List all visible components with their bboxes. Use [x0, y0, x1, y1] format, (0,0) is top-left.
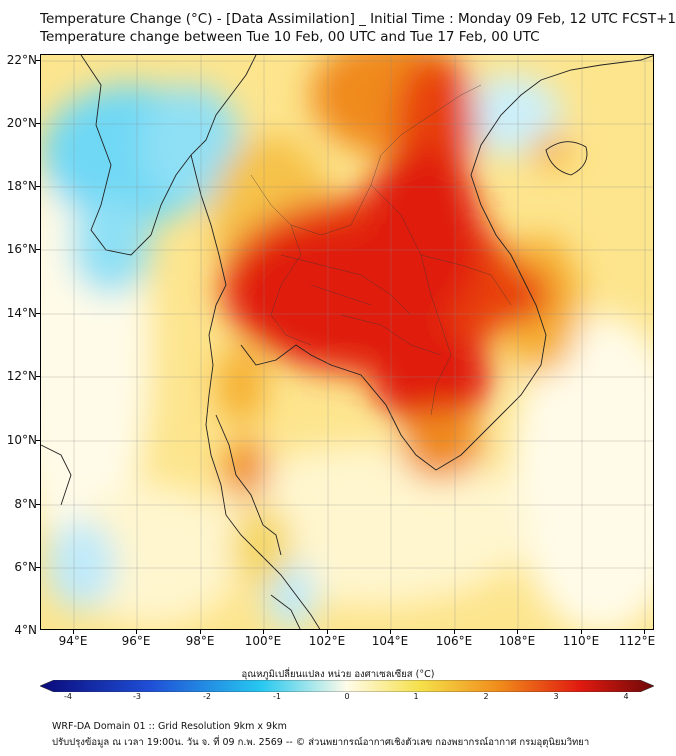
map-canvas [41, 55, 653, 629]
colorbar-tick-2: 2 [483, 692, 489, 701]
lon-label-104e: 104°E [371, 634, 409, 648]
lon-label-108e: 108°E [498, 634, 536, 648]
colorbar-tick-4: 4 [623, 692, 629, 701]
lat-tick [36, 60, 40, 61]
lat-tick [36, 123, 40, 124]
lon-label-98e: 98°E [185, 634, 215, 648]
lat-label-14n: 14°N [6, 306, 37, 320]
map-title: Temperature Change (°C) - [Data Assimila… [40, 11, 676, 27]
lon-label-100e: 100°E [244, 634, 282, 648]
lat-label-20n: 20°N [6, 116, 37, 130]
lat-tick [36, 249, 40, 250]
temperature-change-map [40, 54, 654, 630]
lat-label-18n: 18°N [6, 179, 37, 193]
lon-tick [136, 630, 137, 634]
lon-tick [327, 630, 328, 634]
footer-model-info: WRF-DA Domain 01 :: Grid Resolution 9km … [52, 721, 287, 732]
lon-tick [517, 630, 518, 634]
lon-tick [200, 630, 201, 634]
lon-tick [581, 630, 582, 634]
colorbar-tick-3: 3 [553, 692, 559, 701]
colorbar-tick-neg2: -2 [203, 692, 211, 701]
footer-update-info: ปรับปรุงข้อมูล ณ เวลา 19:00น. วัน จ. ที่… [52, 737, 590, 748]
lat-label-8n: 8°N [14, 497, 37, 511]
lat-label-10n: 10°N [6, 433, 37, 447]
lat-label-22n: 22°N [6, 53, 37, 67]
lon-label-106e: 106°E [435, 634, 473, 648]
lon-tick [263, 630, 264, 634]
lon-label-96e: 96°E [121, 634, 151, 648]
temperature-field [41, 55, 653, 629]
lat-tick [36, 504, 40, 505]
lon-tick [73, 630, 74, 634]
lon-tick [390, 630, 391, 634]
map-subtitle: Temperature change between Tue 10 Feb, 0… [40, 29, 540, 45]
lat-label-6n: 6°N [14, 560, 37, 574]
graticule [41, 55, 653, 629]
colorbar-tick-neg3: -3 [133, 692, 141, 701]
lon-tick [454, 630, 455, 634]
colorbar-tick-neg1: -1 [273, 692, 281, 701]
lat-tick [36, 313, 40, 314]
colorbar-gradient [40, 680, 654, 692]
colorbar [40, 680, 654, 692]
lat-label-12n: 12°N [6, 369, 37, 383]
lat-tick [36, 186, 40, 187]
lon-label-112e: 112°E [618, 634, 656, 648]
lon-tick [644, 630, 645, 634]
colorbar-label: อุณหภูมิเปลี่ยนแปลง หน่วย องศาเซลเซียส (… [241, 669, 435, 680]
colorbar-tick-neg4: -4 [64, 692, 72, 701]
lat-label-16n: 16°N [6, 242, 37, 256]
lon-label-110e: 110°E [562, 634, 600, 648]
colorbar-tick-1: 1 [413, 692, 419, 701]
lon-label-94e: 94°E [58, 634, 88, 648]
lat-label-4n: 4°N [14, 623, 37, 637]
lat-tick [36, 376, 40, 377]
coastlines [41, 55, 653, 629]
lon-label-102e: 102°E [308, 634, 346, 648]
colorbar-tick-0: 0 [344, 692, 350, 701]
lat-tick [36, 567, 40, 568]
lat-tick [36, 440, 40, 441]
